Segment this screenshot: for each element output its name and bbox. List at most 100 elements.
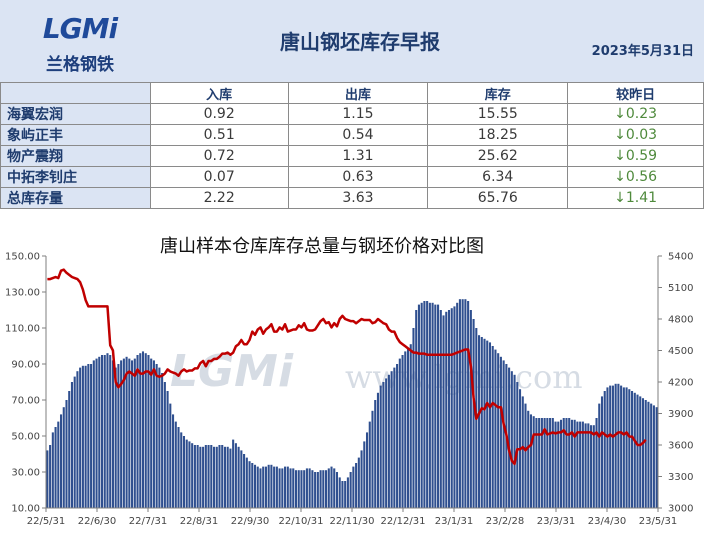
inventory-bar (335, 472, 339, 508)
inventory-bar (502, 360, 505, 508)
stock-cell: 25.62 (427, 145, 569, 167)
inventory-bar (182, 436, 186, 508)
inventory-bar (256, 466, 259, 508)
inventory-bar (245, 457, 248, 508)
inventory-bar (243, 454, 246, 508)
inventory-bar (76, 371, 79, 508)
inventory-bar (316, 472, 319, 508)
inventory-bar (598, 403, 601, 508)
row-name: 中拓李钊庄 (0, 166, 151, 188)
inventory-bar (368, 421, 371, 508)
row-name: 海翼宏润 (0, 103, 151, 125)
row-name: 物产震翔 (0, 145, 151, 167)
inventory-bar (379, 385, 382, 508)
inventory-bar (65, 400, 68, 508)
out-cell: 0.54 (287, 124, 429, 146)
inventory-bar (234, 443, 237, 508)
inventory-bar (508, 367, 511, 508)
inventory-bar (191, 443, 194, 508)
out-cell: 3.63 (287, 187, 429, 209)
inventory-bar (117, 364, 120, 508)
inventory-bar (349, 472, 352, 508)
inventory-bar (278, 468, 281, 508)
inventory-bar (497, 353, 500, 508)
inventory-bar (330, 466, 333, 508)
inventory-bar (196, 445, 199, 508)
inventory-bar (100, 355, 104, 508)
x-tick-label: 23/2/28 (486, 516, 525, 527)
inventory-bar (540, 418, 543, 508)
y-left-tick-label: 110.00 (5, 324, 40, 335)
price-line (47, 268, 647, 466)
inventory-bar (133, 358, 136, 508)
y-right-tick-label: 3300 (668, 472, 693, 483)
inventory-bar (111, 360, 114, 508)
inventory-bar (398, 358, 401, 508)
inventory-bar (62, 407, 65, 508)
inventory-bar (49, 445, 52, 508)
inventory-bar (606, 387, 609, 508)
stock-cell: 65.76 (427, 187, 569, 209)
inventory-bar (221, 445, 224, 508)
logo-mark: LGMi (42, 12, 118, 45)
inventory-bar (387, 374, 390, 508)
inventory-bar (467, 301, 470, 508)
inventory-bar (491, 346, 494, 508)
x-tick-label: 22/8/31 (180, 516, 219, 527)
y-right-tick-label: 5400 (668, 252, 693, 263)
inventory-bar (603, 391, 606, 508)
inventory-bar (464, 299, 467, 508)
y-right-tick-label: 3000 (668, 504, 693, 515)
inventory-bar (95, 358, 98, 508)
inventory-bar (267, 464, 270, 508)
inventory-bar (226, 446, 229, 508)
inventory-bar (174, 421, 177, 508)
inventory-bar (554, 421, 557, 508)
inventory-bar (494, 349, 497, 508)
inventory-bar (521, 396, 524, 508)
inventory-bar (639, 396, 642, 508)
inventory-bar (461, 299, 464, 508)
inventory-bar (240, 450, 243, 508)
inventory-bar (311, 470, 314, 508)
inventory-bar (300, 470, 303, 508)
inventory-bar (232, 439, 235, 508)
change-cell: ↓0.23 (567, 103, 704, 125)
y-left-tick-label: 150.00 (5, 252, 40, 263)
column-header: 较昨日 (567, 82, 704, 104)
inventory-bar (513, 374, 516, 508)
table-corner (0, 82, 151, 104)
column-header: 出库 (287, 82, 429, 104)
inventory-bar (150, 358, 153, 508)
inventory-bar (609, 385, 612, 508)
inventory-bar (106, 353, 109, 508)
inventory-bar (428, 302, 431, 508)
inventory-bar (308, 468, 311, 508)
inventory-bar (404, 351, 407, 508)
y-left-tick-label: 90.00 (11, 360, 40, 371)
inventory-bar (289, 468, 292, 508)
table-row: 中拓李钊庄 0.07 0.63 6.34 ↓0.56 (0, 166, 704, 188)
inventory-bar (472, 319, 475, 508)
inventory-bar (600, 396, 604, 508)
inventory-bar (294, 470, 298, 508)
inventory-bar (284, 466, 287, 508)
inventory-bar (620, 385, 623, 508)
inventory-bar (275, 466, 278, 508)
y-right-tick-label: 3900 (668, 409, 693, 420)
out-cell: 0.63 (287, 166, 429, 188)
inventory-bar (180, 432, 183, 508)
inventory-bar (262, 466, 265, 508)
inventory-bar (524, 403, 527, 508)
change-cell: ↓0.59 (567, 145, 704, 167)
in-cell: 0.51 (149, 124, 289, 146)
report-header: LGMi 兰格钢铁 唐山钢坯库存早报 2023年5月31日 (0, 0, 704, 82)
inventory-bar (51, 432, 54, 508)
inventory-bar (259, 468, 262, 508)
table-row: 海翼宏润 0.92 1.15 15.55 ↓0.23 (0, 103, 704, 125)
inventory-bar (644, 400, 647, 508)
inventory-bar (488, 342, 492, 508)
inventory-bar (92, 360, 95, 508)
inventory-bar (286, 466, 289, 508)
table-row: 象屿正丰 0.51 0.54 18.25 ↓0.03 (0, 124, 704, 146)
